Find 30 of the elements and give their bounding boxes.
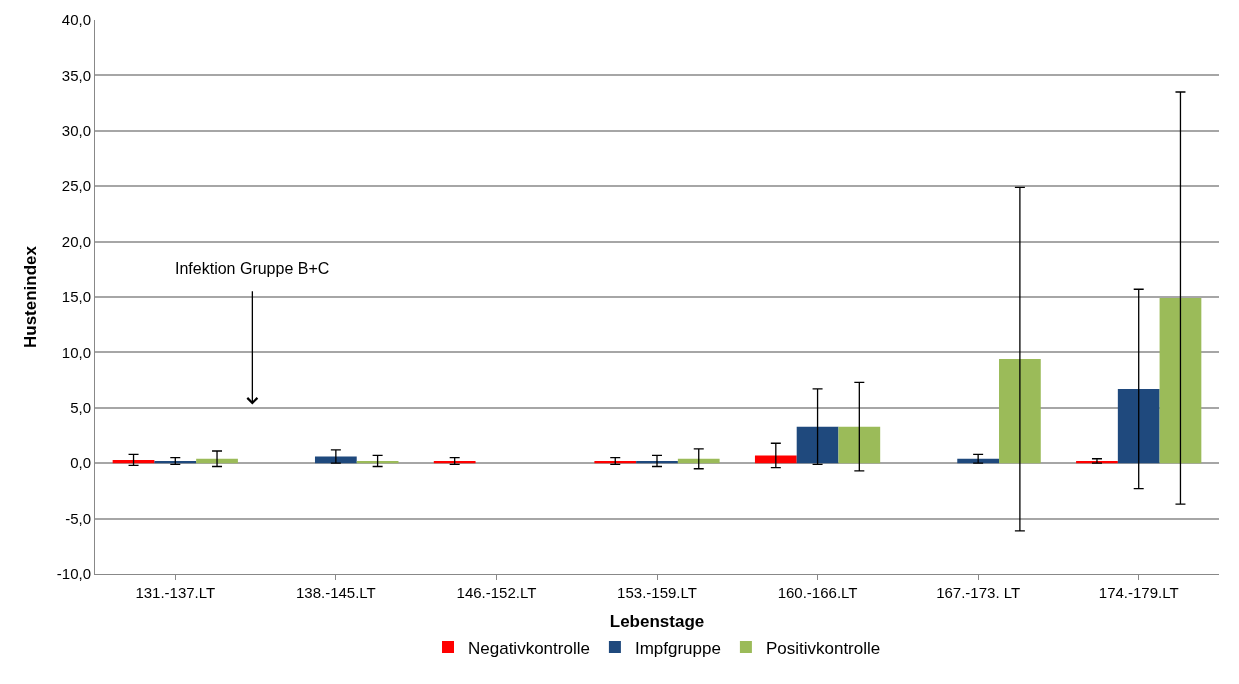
x-tick-label: 160.-166.LT xyxy=(777,584,858,601)
y-tick-label: 20,0 xyxy=(61,232,91,250)
bar xyxy=(999,359,1041,464)
x-axis-title: Lebenstage xyxy=(609,612,705,632)
legend-label: Negativkontrolle xyxy=(468,638,590,658)
x-tick-label: 167.-173. LT xyxy=(936,584,1021,601)
y-tick-label: 25,0 xyxy=(61,177,91,195)
bar xyxy=(1159,298,1202,464)
y-tick-label: 35,0 xyxy=(61,66,91,84)
y-tick-label: 10,0 xyxy=(61,343,91,361)
x-tick-label: 131.-137.LT xyxy=(135,584,216,601)
bar xyxy=(1117,388,1160,464)
bar xyxy=(838,426,881,464)
legend-label: Positivkontrolle xyxy=(765,638,881,658)
y-tick-label: -5,0 xyxy=(65,509,91,527)
bar xyxy=(754,455,797,464)
x-tick-label: 138.-145.LT xyxy=(295,584,376,601)
x-tick-label: 153.-159.LT xyxy=(617,584,697,601)
y-axis-title: Hustenindex xyxy=(21,245,41,349)
legend-label: Impfgruppe xyxy=(634,638,721,658)
annotation: Infektion Gruppe B+C xyxy=(175,260,330,277)
x-tick-label: 174.-179.LT xyxy=(1098,584,1179,601)
y-tick-label: 5,0 xyxy=(70,399,91,417)
y-tick-label: 0,0 xyxy=(70,454,91,472)
y-tick-label: 30,0 xyxy=(61,122,91,140)
y-tick-label: 40,0 xyxy=(61,11,91,29)
bar xyxy=(796,426,839,464)
y-tick-label: -10,0 xyxy=(56,565,91,583)
y-tick-label: 15,0 xyxy=(61,288,91,306)
x-tick-label: 146.-152.LT xyxy=(456,584,537,601)
